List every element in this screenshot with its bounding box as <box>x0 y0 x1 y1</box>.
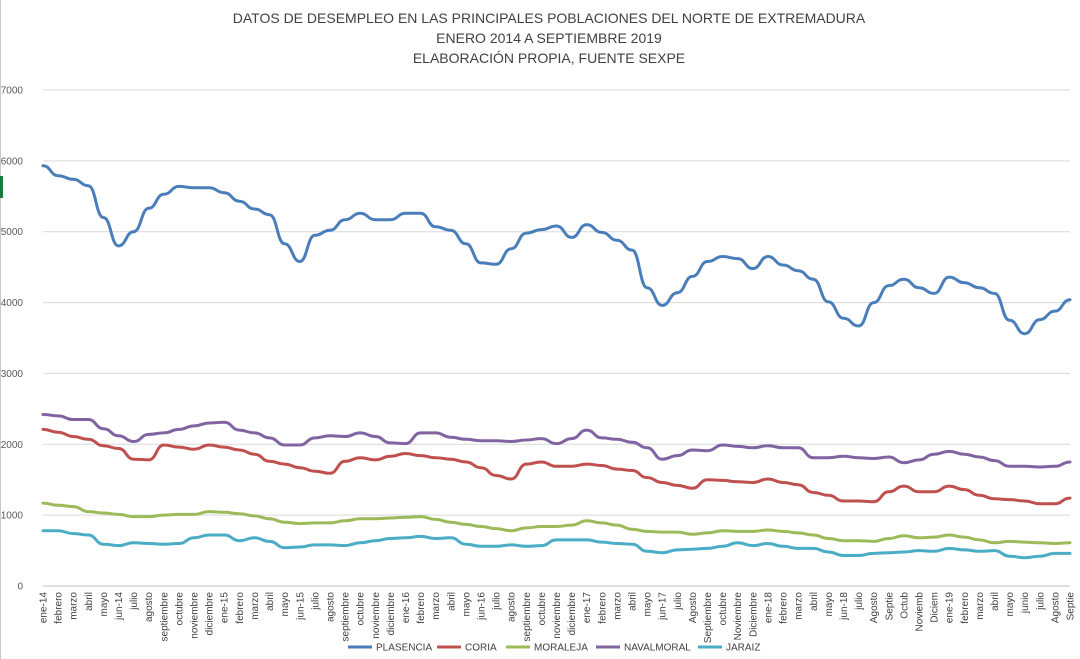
legend: PLASENCIA CORIA MORALEJA NAVALMORAL JARAIZ <box>348 643 760 654</box>
x-tick-label: Diciem <box>930 592 941 623</box>
x-tick-label: noviembre <box>190 592 201 639</box>
legend-label-coria: CORIA <box>465 643 497 654</box>
window-left-edge <box>0 0 1 659</box>
x-tick-label: diciembre <box>205 592 216 636</box>
x-tick-label: mayo <box>99 592 110 617</box>
legend-label-plasencia: PLASENCIA <box>376 643 432 654</box>
gridlines <box>43 89 1070 516</box>
x-tick-label: jun-17 <box>658 592 669 621</box>
x-tick-label: Septie <box>1066 592 1077 621</box>
x-tick-label: jun-14 <box>114 592 125 621</box>
x-tick-label: marzo <box>794 592 805 620</box>
series-line-coria <box>41 427 1072 506</box>
x-tick-label: octubre <box>718 592 729 626</box>
x-tick-label: junio <box>1020 592 1031 615</box>
x-tick-label: julio <box>854 592 865 611</box>
y-tick-label: 1000 <box>1 511 24 522</box>
row-selection-marker <box>0 176 3 198</box>
x-tick-label: ene-19 <box>945 592 956 624</box>
x-tick-label: jun-15 <box>295 592 306 621</box>
chart-title-line-2: ENERO 2014 A SEPTIEMBRE 2019 <box>436 30 662 46</box>
x-tick-label: abril <box>84 592 95 611</box>
x-tick-label: marzo <box>975 592 986 620</box>
x-tick-label: Septie <box>884 592 895 621</box>
x-tick-label: marzo <box>431 592 442 620</box>
x-tick-label: febrero <box>54 592 65 624</box>
x-tick-label: abril <box>446 592 457 611</box>
y-tick-label: 6000 <box>1 156 24 167</box>
x-tick-label: Septiembre <box>703 592 714 644</box>
x-tick-label: jun-16 <box>476 592 487 621</box>
x-tick-label: mayo <box>280 592 291 617</box>
series-line-jaraiz <box>41 529 1072 560</box>
y-tick-label: 0 <box>17 582 23 593</box>
x-tick-label: abril <box>990 592 1001 611</box>
series-line-plasencia <box>41 164 1072 336</box>
y-tick-label: 5000 <box>1 227 24 238</box>
x-tick-label: Agosto <box>688 592 699 624</box>
x-tick-label: Diciembre <box>748 592 759 637</box>
x-tick-label: julio <box>310 592 321 611</box>
x-tick-label: agosto <box>144 592 155 622</box>
y-axis-ticks: 0 1000 2000 3000 4000 5000 6000 7000 <box>1 86 24 593</box>
x-tick-label: octubre <box>537 592 548 626</box>
x-tick-label: abril <box>628 592 639 611</box>
x-tick-label: octubre <box>356 592 367 626</box>
x-tick-label: agosto <box>325 592 336 622</box>
x-tick-label: noviembre <box>371 592 382 639</box>
x-tick-label: ene-17 <box>582 592 593 624</box>
series-line-navalmoral <box>41 413 1072 469</box>
legend-label-moraleja: MORALEJA <box>534 643 588 654</box>
x-tick-label: mayo <box>643 592 654 617</box>
x-tick-label: diciembre <box>386 592 397 636</box>
legend-label-jaraiz: JARAIZ <box>726 643 760 654</box>
x-tick-label: septiembre <box>341 592 352 642</box>
x-tick-label: jun-18 <box>839 592 850 621</box>
x-tick-label: ene-18 <box>763 592 774 624</box>
x-axis-ticks: ene-14 febrero marzo abril mayo jun-14 julio ag… <box>39 592 1077 644</box>
x-tick-label: marzo <box>69 592 80 620</box>
x-tick-label: agosto <box>507 592 518 622</box>
x-tick-label: febrero <box>597 592 608 624</box>
x-tick-label: noviembre <box>552 592 563 639</box>
x-tick-label: ene-15 <box>220 592 231 624</box>
x-tick-label: abril <box>265 592 276 611</box>
chart-title-line-3: ELABORACIÓN PROPIA, FUENTE SEXPE <box>413 50 685 66</box>
x-tick-label: julio <box>1035 592 1046 611</box>
x-tick-label: Octub <box>899 592 910 619</box>
x-tick-label: marzo <box>250 592 261 620</box>
chart-title: DATOS DE DESEMPLEO EN LAS PRINCIPALES PO… <box>233 10 866 66</box>
x-tick-label: octubre <box>174 592 185 626</box>
x-tick-label: septiembre <box>159 592 170 642</box>
x-tick-label: abril <box>809 592 820 611</box>
x-tick-label: diciembre <box>567 592 578 636</box>
x-tick-label: julio <box>492 592 503 611</box>
x-tick-label: mayo <box>824 592 835 617</box>
series-lines <box>41 164 1072 560</box>
legend-label-navalmoral: NAVALMORAL <box>624 643 691 654</box>
x-tick-label: Noviembre <box>733 592 744 641</box>
x-tick-label: ene-14 <box>39 592 50 624</box>
y-tick-label: 3000 <box>1 369 24 380</box>
x-tick-label: mayo <box>1005 592 1016 617</box>
x-tick-label: julio <box>129 592 140 611</box>
chart-title-line-1: DATOS DE DESEMPLEO EN LAS PRINCIPALES PO… <box>233 10 866 26</box>
x-tick-label: ene-16 <box>401 592 412 624</box>
x-tick-label: febrero <box>416 592 427 624</box>
x-tick-label: julio <box>673 592 684 611</box>
x-tick-label: Agosto <box>1050 592 1061 624</box>
x-tick-label: Noviemb <box>914 592 925 632</box>
x-tick-label: febrero <box>779 592 790 624</box>
y-tick-label: 7000 <box>1 86 24 97</box>
y-tick-label: 2000 <box>1 440 24 451</box>
x-tick-label: febrero <box>235 592 246 624</box>
series-line-moraleja <box>41 501 1072 545</box>
x-tick-label: septiembre <box>522 592 533 642</box>
y-tick-label: 4000 <box>1 298 24 309</box>
x-tick-label: marzo <box>612 592 623 620</box>
x-tick-label: Agosto <box>869 592 880 624</box>
x-tick-label: febrero <box>960 592 971 624</box>
x-tick-label: mayo <box>461 592 472 617</box>
